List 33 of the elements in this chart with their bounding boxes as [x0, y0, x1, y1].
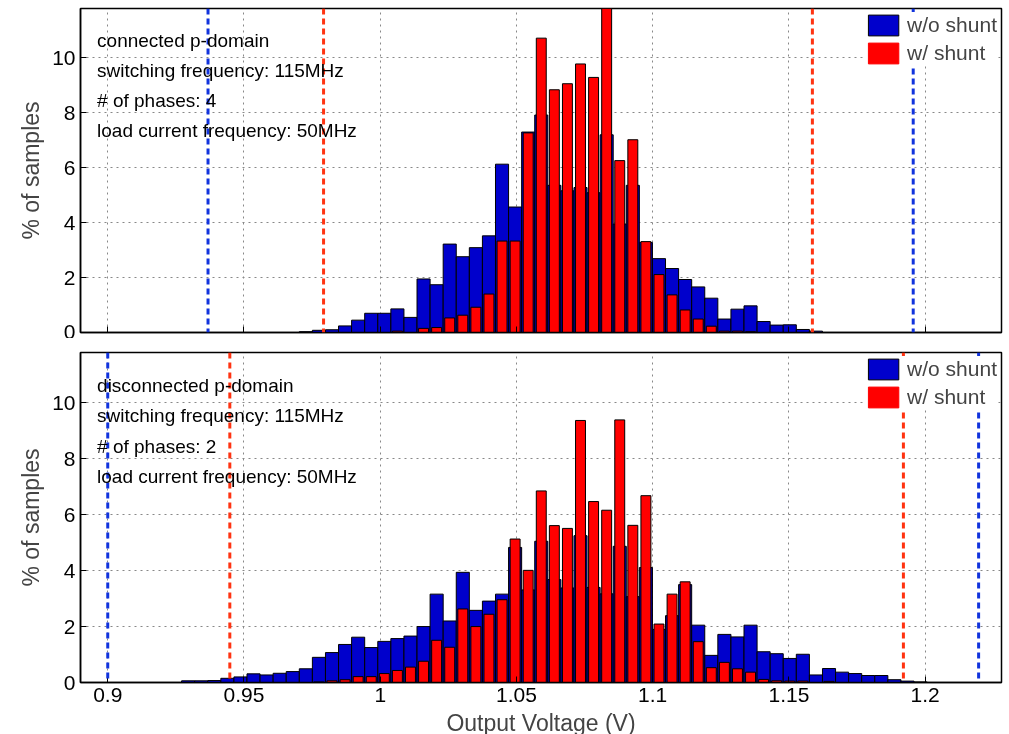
annotation: load current frequency: 50MHz [97, 119, 357, 141]
y-tick-label: 10 [52, 45, 76, 69]
y-tick-label: 8 [63, 446, 76, 470]
x-tick-label: 1.15 [768, 682, 810, 706]
annotation: # of phases: 4 [97, 90, 217, 112]
x-tick-label: 1.1 [638, 682, 668, 706]
y-tick-label: 0 [63, 670, 76, 694]
legend-label: w/o shunt [907, 13, 997, 37]
annotation: switching frequency: 115MHz [97, 405, 344, 427]
y-tick-label: 4 [63, 558, 76, 582]
annotation: disconnected p-domain [97, 375, 294, 396]
annotation: load current frequency: 50MHz [97, 466, 357, 488]
x-tick-label: 1.05 [496, 682, 537, 706]
legend-label: w/ shunt [907, 41, 986, 65]
legend-label: w/ shunt [907, 385, 986, 409]
y-tick-label: 6 [63, 502, 76, 526]
annotation: switching frequency: 115MHz [97, 60, 344, 82]
y-tick-label: 4 [63, 210, 76, 234]
x-tick-label: 0.95 [223, 682, 265, 706]
x-tick-label: 1 [374, 682, 387, 706]
y-tick-label: 10 [52, 390, 76, 414]
x-tick-label: 0.9 [93, 682, 123, 706]
annotation: # of phases: 2 [97, 435, 217, 457]
y-tick-label: 2 [63, 614, 76, 638]
y-axis-title: % of samples [18, 101, 45, 240]
y-tick-label: 6 [63, 155, 76, 179]
y-tick-label: 0 [63, 319, 76, 343]
y-axis-title: % of samples [18, 448, 45, 587]
annotation: connected p-domain [97, 30, 270, 52]
y-tick-label: 8 [63, 100, 76, 124]
y-tick-label: 2 [63, 265, 76, 289]
x-tick-label: 1.2 [910, 682, 940, 706]
legend-label: w/o shunt [907, 357, 997, 381]
